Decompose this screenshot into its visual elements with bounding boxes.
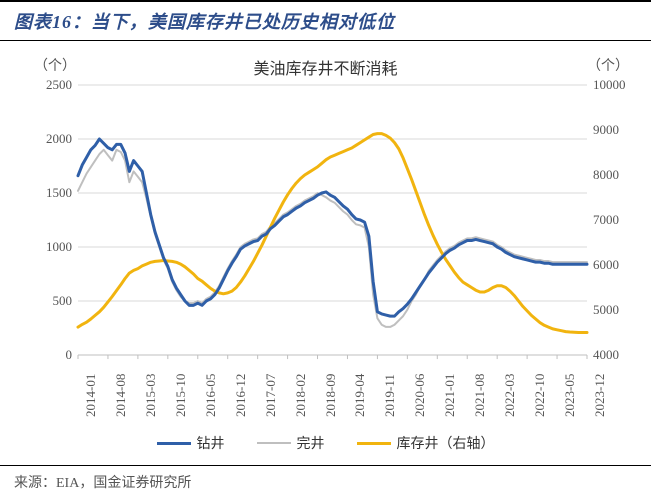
- x-tick: 2020-06: [412, 374, 428, 417]
- x-tick: 2016-12: [233, 374, 249, 417]
- legend-item: 库存井（右轴）: [357, 433, 495, 453]
- x-tick: 2014-08: [113, 374, 129, 417]
- x-tick: 2019-11: [382, 374, 398, 417]
- figure-title: 图表16：当下，美国库存井已处历史相对低位: [14, 8, 637, 34]
- y-right-tick: 8000: [593, 167, 619, 183]
- y-left-tick: 1500: [46, 185, 72, 201]
- y-left-tick: 2000: [46, 131, 72, 147]
- figure-header: 图表16：当下，美国库存井已处历史相对低位: [0, 0, 651, 41]
- y-right-tick: 10000: [593, 77, 626, 93]
- x-tick: 2016-05: [203, 374, 219, 417]
- legend-swatch: [257, 442, 291, 444]
- legend: 钻井 完井 库存井（右轴）: [0, 433, 651, 453]
- x-tick: 2015-03: [143, 374, 159, 417]
- figure-footer: 来源：EIA，国金证券研究所: [0, 465, 651, 500]
- y-right-tick: 6000: [593, 257, 619, 273]
- figure-container: 图表16：当下，美国库存井已处历史相对低位 （个） 美油库存井不断消耗 （个） …: [0, 0, 651, 500]
- x-tick: 2022-03: [502, 374, 518, 417]
- plot-area: [78, 85, 587, 355]
- x-tick: 2019-04: [352, 374, 368, 417]
- y-right-tick: 5000: [593, 302, 619, 318]
- x-tick: 2021-01: [442, 374, 458, 417]
- legend-label: 钻井: [197, 437, 225, 452]
- x-tick: 2015-10: [173, 374, 189, 417]
- source-label: 来源：EIA，国金证券研究所: [14, 476, 191, 491]
- x-tick: 2021-08: [472, 374, 488, 417]
- x-tick: 2023-05: [562, 374, 578, 417]
- chart-title: 美油库存井不断消耗: [0, 55, 651, 79]
- legend-item: 钻井: [157, 433, 225, 453]
- y-left-tick: 500: [53, 293, 73, 309]
- x-tick: 2023-12: [592, 374, 608, 417]
- x-tick: 2018-09: [323, 374, 339, 417]
- y-left-tick: 1000: [46, 239, 72, 255]
- y-axis-right-unit: （个）: [587, 55, 629, 75]
- legend-swatch: [157, 442, 191, 445]
- x-tick: 2014-01: [83, 374, 99, 417]
- legend-swatch: [357, 442, 391, 445]
- y-right-tick: 4000: [593, 347, 619, 363]
- x-ticks: 2014-01 2014-08 2015-03 2015-10 2016-05 2016-…: [78, 357, 587, 427]
- y-left-tick: 2500: [46, 77, 72, 93]
- x-tick: 2018-02: [293, 374, 309, 417]
- x-tick: 2017-07: [263, 374, 279, 417]
- legend-label: 库存井（右轴）: [397, 437, 495, 452]
- legend-item: 完井: [257, 433, 325, 453]
- chart-area: （个） 美油库存井不断消耗 （个） 05001000150020002500 4…: [0, 41, 651, 461]
- legend-label: 完井: [297, 437, 325, 452]
- y-right-tick: 9000: [593, 122, 619, 138]
- y-left-tick: 0: [66, 347, 73, 363]
- plot-svg: [78, 85, 587, 355]
- y-right-tick: 7000: [593, 212, 619, 228]
- x-tick: 2022-10: [532, 374, 548, 417]
